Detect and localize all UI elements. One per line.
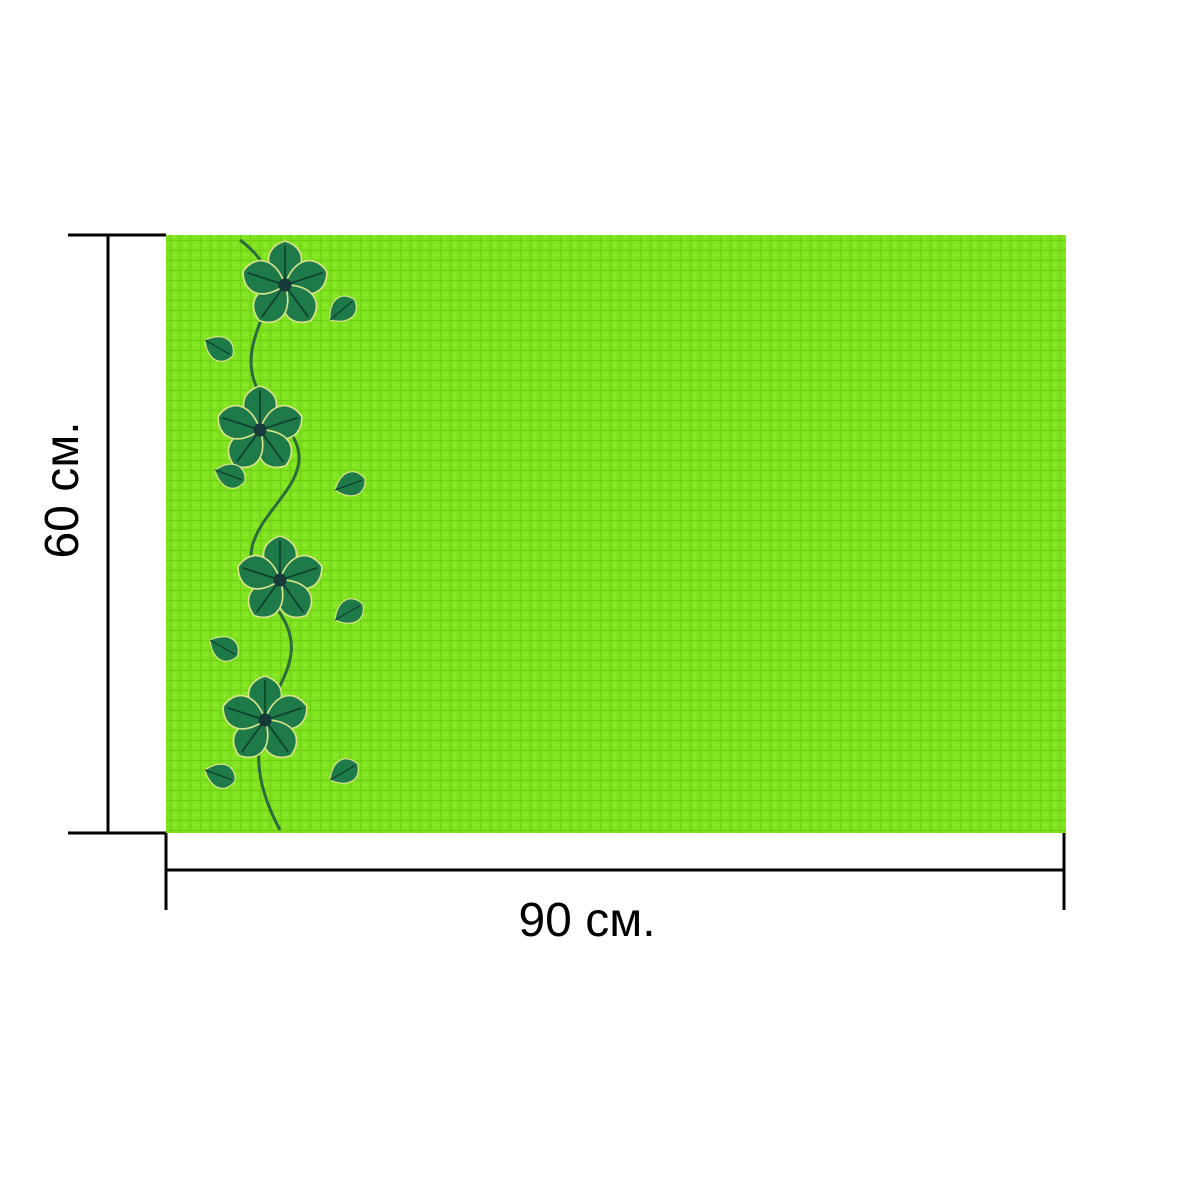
rug-surface <box>166 235 1066 833</box>
width-label: 90 см. <box>518 894 655 947</box>
height-label: 60 см. <box>36 421 89 558</box>
height-dimension: 60 см. <box>36 233 166 835</box>
floral-ornament <box>198 238 370 831</box>
width-dimension: 90 см. <box>164 833 1066 947</box>
